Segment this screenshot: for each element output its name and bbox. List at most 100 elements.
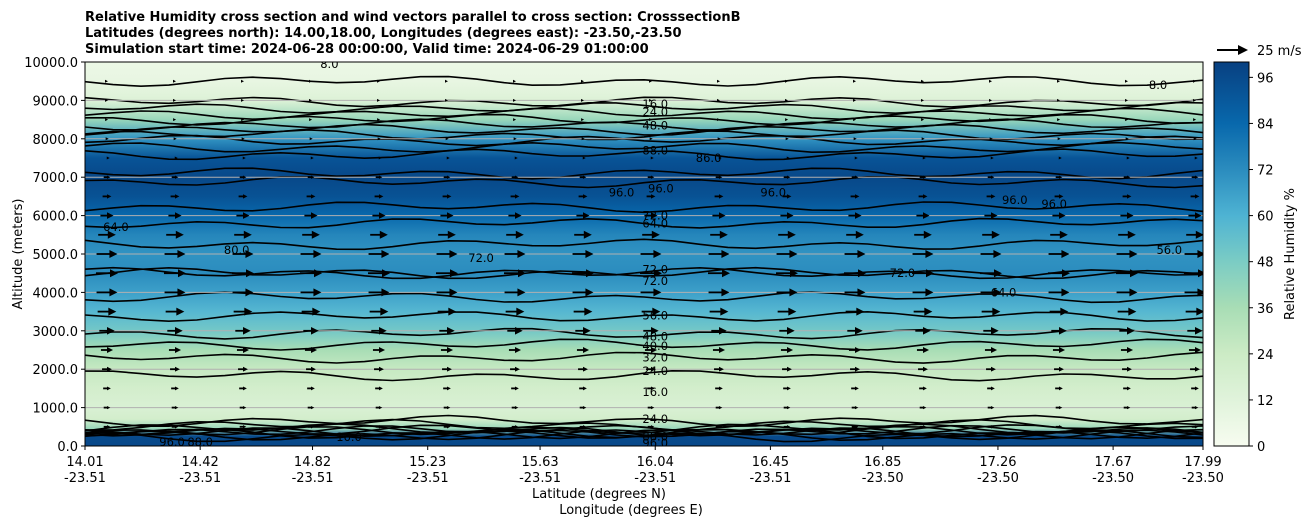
contour-label: 72.0 xyxy=(890,266,916,280)
wind-arrow-head xyxy=(175,366,180,372)
wind-arrow-head xyxy=(856,307,865,316)
wind-arrow xyxy=(783,405,791,410)
wind-arrow xyxy=(641,307,661,316)
wind-arrow-head xyxy=(991,346,998,354)
wind-arrow xyxy=(1186,230,1203,239)
wind-arrow-head xyxy=(785,98,788,102)
x-tick-label-lon: -23.50 xyxy=(862,471,904,486)
y-axis: 0.0 1000.0 2000.0 3000.0 4000.0 5000.0 6000.0 7… xyxy=(24,56,85,455)
wind-arrow xyxy=(174,156,178,160)
wind-arrow xyxy=(98,230,116,239)
wind-arrow-head xyxy=(1125,79,1128,83)
wind-arrow-head xyxy=(583,326,591,335)
wind-arrow xyxy=(579,425,587,429)
wind-arrow-head xyxy=(991,386,995,391)
wind-arrow-head xyxy=(720,307,729,316)
wind-arrow xyxy=(513,79,516,83)
x-tick-label-lon: -23.51 xyxy=(634,471,676,486)
contour-label: 96.0 xyxy=(760,186,786,200)
contour-line-80 xyxy=(85,217,1203,229)
x-tick-label-lat: 16.04 xyxy=(637,455,674,470)
wind-arrow xyxy=(581,98,584,102)
wind-arrow-head xyxy=(105,98,108,102)
contour-line-88 xyxy=(85,429,1203,442)
wind-arrow xyxy=(1122,194,1132,199)
wind-arrow-head xyxy=(1129,288,1138,297)
wind-arrow xyxy=(309,137,313,141)
wind-arrow-head xyxy=(1059,386,1063,391)
wind-arrow-head xyxy=(787,212,794,219)
wind-arrow-head xyxy=(1128,307,1137,316)
wind-arrow xyxy=(1125,98,1128,102)
wind-arrow xyxy=(715,386,723,391)
contour-line-72 xyxy=(85,134,1203,147)
wind-arrow-head xyxy=(651,346,658,354)
quiver-key-arrow-head xyxy=(1238,45,1248,55)
wind-arrow xyxy=(105,137,109,141)
wind-arrow xyxy=(712,346,726,354)
wind-arrow xyxy=(642,230,660,239)
contour-label: 88.0 xyxy=(642,429,668,443)
wind-arrow-head xyxy=(922,156,926,160)
wind-arrow-head xyxy=(1059,425,1063,429)
wind-arrow-head xyxy=(515,386,519,391)
colorbar-ticks: 0 12 24 36 48 60 72 84 96 xyxy=(1249,71,1274,455)
contour-label: 64.0 xyxy=(103,220,129,234)
x-axis-label-latitude: Latitude (degrees N) xyxy=(532,487,666,502)
wind-arrow xyxy=(1193,79,1196,83)
wind-arrow xyxy=(912,269,934,278)
wind-arrow xyxy=(576,212,590,219)
wind-arrow-head xyxy=(855,326,863,335)
y-tick-label: 6000.0 xyxy=(33,210,79,225)
wind-arrow-head xyxy=(1196,307,1203,316)
wind-arrow xyxy=(1055,386,1063,391)
wind-arrow-head xyxy=(447,230,456,239)
x-tick-label-lat: 16.85 xyxy=(864,455,901,470)
wind-arrow-head xyxy=(786,156,790,160)
wind-arrow-head xyxy=(992,307,1001,316)
wind-arrow-head xyxy=(1193,118,1197,122)
wind-arrow xyxy=(646,194,656,199)
wind-arrow-head xyxy=(1127,386,1131,391)
wind-arrow-head xyxy=(245,288,254,297)
x-tick-label-lat: 14.82 xyxy=(294,455,331,470)
wind-arrow xyxy=(504,288,526,297)
wind-arrow-head xyxy=(173,118,177,122)
wind-arrow xyxy=(372,212,386,219)
wind-arrow-head xyxy=(243,326,251,335)
wind-arrow-head xyxy=(717,79,720,83)
wind-arrow xyxy=(510,366,520,372)
wind-arrow xyxy=(715,425,723,429)
wind-arrow-head xyxy=(243,405,247,410)
chart-title-line-1: Relative Humidity cross section and wind… xyxy=(85,10,741,25)
wind-arrow xyxy=(99,326,115,335)
wind-arrow xyxy=(1055,405,1063,410)
wind-arrow xyxy=(377,79,380,83)
wind-arrow-head xyxy=(514,156,518,160)
contour-label: 8.0 xyxy=(320,57,338,71)
wind-arrow xyxy=(845,307,865,316)
x-tick-label-lat: 17.99 xyxy=(1184,455,1221,470)
wind-arrow-head xyxy=(515,194,520,199)
wind-arrow-head xyxy=(313,250,322,258)
wind-arrow-head xyxy=(312,307,321,316)
y-tick-label: 8000.0 xyxy=(33,133,79,148)
wind-arrow xyxy=(782,194,792,199)
wind-arrow xyxy=(785,118,789,122)
wind-arrow-head xyxy=(787,175,791,179)
wind-arrow xyxy=(919,405,927,410)
wind-arrow xyxy=(306,194,316,199)
wind-arrow-head xyxy=(245,250,254,258)
wind-arrow xyxy=(170,194,180,199)
contour-label: 96.0 xyxy=(609,186,635,200)
wind-arrow-head xyxy=(1195,425,1199,429)
wind-arrow xyxy=(572,250,594,258)
wind-arrow-head xyxy=(241,98,244,102)
colorbar-tick-label: 96 xyxy=(1257,71,1274,86)
wind-arrow-head xyxy=(719,366,724,372)
wind-arrow xyxy=(372,346,386,354)
wind-arrow-head xyxy=(991,425,995,429)
contour-label: 88.0 xyxy=(642,143,668,157)
wind-arrow xyxy=(714,366,724,372)
wind-arrow xyxy=(715,405,723,410)
